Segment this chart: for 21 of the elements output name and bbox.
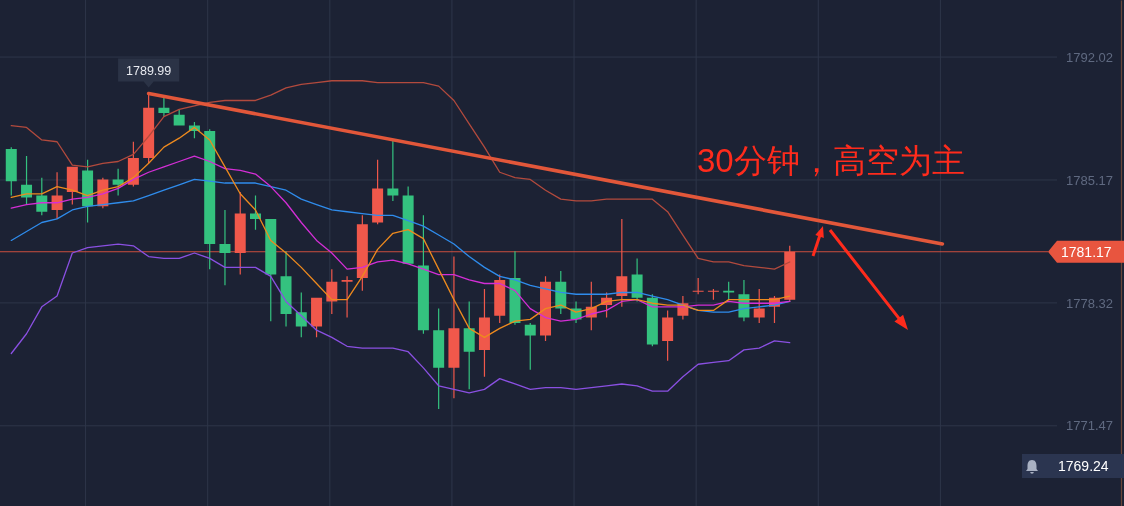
- candlestick: [219, 209, 231, 286]
- y-tick-label: 1792.02: [1066, 49, 1113, 65]
- candlestick: [448, 256, 460, 399]
- text: 30分钟，高空为主: [697, 142, 965, 179]
- y-tick-label: 1785.17: [1066, 172, 1113, 188]
- ref-line-label: 1781.17: [1061, 243, 1112, 260]
- candlestick: [631, 258, 643, 302]
- candlestick: [158, 96, 170, 117]
- candlestick: [433, 308, 445, 410]
- candlestick: [173, 109, 185, 126]
- line-series: [10, 178, 791, 313]
- candlestick: [51, 172, 63, 219]
- candlestick: [341, 276, 353, 318]
- annotation: 1789.99: [126, 64, 172, 79]
- line-series: [10, 243, 791, 394]
- text: 1769.24: [1058, 457, 1109, 474]
- candlestick: [387, 139, 399, 201]
- y-tick-label: 1778.32: [1066, 295, 1113, 311]
- candlestick: [524, 322, 536, 370]
- candlestick: [280, 251, 292, 327]
- y-tick-label: 1771.47: [1066, 418, 1113, 434]
